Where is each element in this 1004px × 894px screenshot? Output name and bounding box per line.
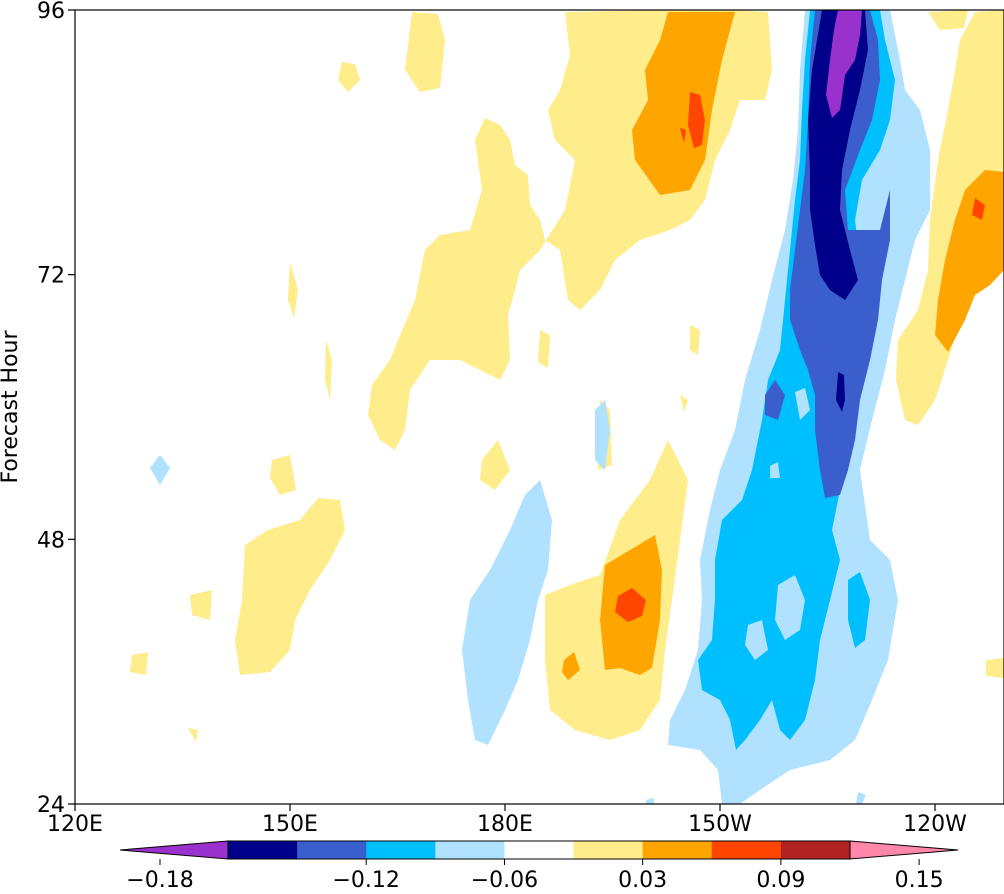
- x-tick-label: 120E: [47, 812, 103, 837]
- plot-frame: [74, 9, 1004, 805]
- y-axis-title: Forecast Hour: [0, 330, 23, 484]
- x-tick-label: 150W: [688, 812, 752, 837]
- colorbar-tick-label: −0.06: [471, 868, 538, 893]
- colorbar-segment: [366, 841, 436, 859]
- y-tick-label: 72: [37, 264, 65, 289]
- contour-royalblue-islet: [765, 380, 785, 420]
- y-tick-label: 96: [37, 0, 65, 24]
- y-axis: 24 48 72 96: [37, 0, 75, 818]
- colorbar-segment: [228, 841, 298, 859]
- contour-darkblue-regions: [808, 10, 868, 412]
- contour-yellow-right-edge: [896, 10, 1004, 425]
- colorbar-tick-label: 0.15: [895, 868, 944, 893]
- y-tick-label: 24: [37, 793, 65, 818]
- contour-red-orange-regions: [615, 92, 985, 622]
- contour-yellow-top-left: [405, 12, 445, 92]
- y-tick-label: 48: [37, 528, 65, 553]
- contour-hole-3: [795, 388, 810, 420]
- contour-orange-top: [632, 12, 735, 195]
- colorbar-segment: [297, 841, 367, 859]
- contour-yellow-left-islets: [130, 262, 332, 675]
- contour-skyblue-main: [698, 10, 895, 750]
- colorbar-segment: [435, 841, 505, 859]
- contour-orange-right: [935, 170, 1004, 352]
- contour-yellow-left-strip: [235, 498, 345, 675]
- x-tick-label: 150E: [262, 812, 318, 837]
- colorbar: −0.18 −0.12 −0.06 0.03 0.09 0.15: [119, 840, 959, 893]
- contour-red-orange-top: [680, 92, 705, 148]
- colorbar-segment: [642, 841, 713, 859]
- colorbar-outline: [227, 840, 851, 860]
- contour-hole-2: [745, 620, 768, 660]
- contour-red-orange-lower: [615, 588, 646, 622]
- contour-skyblue-right: [848, 572, 870, 648]
- contour-orange-small: [562, 652, 580, 680]
- contour-darkblue-main: [808, 10, 868, 300]
- colorbar-tick-label: 0.09: [756, 868, 805, 893]
- colorbar-segment: [573, 841, 644, 859]
- contour-skyblue-regions: [698, 10, 895, 750]
- colorbar-segment: [780, 841, 851, 859]
- contour-hole-1: [775, 575, 805, 640]
- contour-hole-4: [770, 462, 780, 478]
- contour-field: [130, 10, 1004, 804]
- contour-yellow-dot-1: [338, 62, 360, 92]
- colorbar-tick-label: 0.03: [618, 868, 667, 893]
- colorbar-extend-high: [849, 840, 959, 860]
- x-axis: 120E 150E 180E 150W 120W: [47, 804, 967, 837]
- x-tick-label: 120W: [903, 812, 967, 837]
- colorbar-tick-label: −0.18: [126, 868, 193, 893]
- contour-purple-regions: [826, 10, 862, 118]
- colorbar-extend-low: [119, 840, 229, 860]
- colorbar-segment: [504, 841, 575, 859]
- colorbar-segment: [711, 841, 782, 859]
- x-tick-label: 180E: [477, 812, 533, 837]
- contour-darkblue-thread: [836, 372, 845, 412]
- contour-purple-top: [826, 10, 862, 118]
- contour-skyblue-holes: [745, 388, 810, 660]
- contour-lightblue-lower-left: [462, 480, 552, 745]
- colorbar-tick-label: −0.12: [333, 868, 400, 893]
- contour-red-orange-right: [972, 198, 985, 220]
- contour-yellow-top-right: [928, 10, 968, 30]
